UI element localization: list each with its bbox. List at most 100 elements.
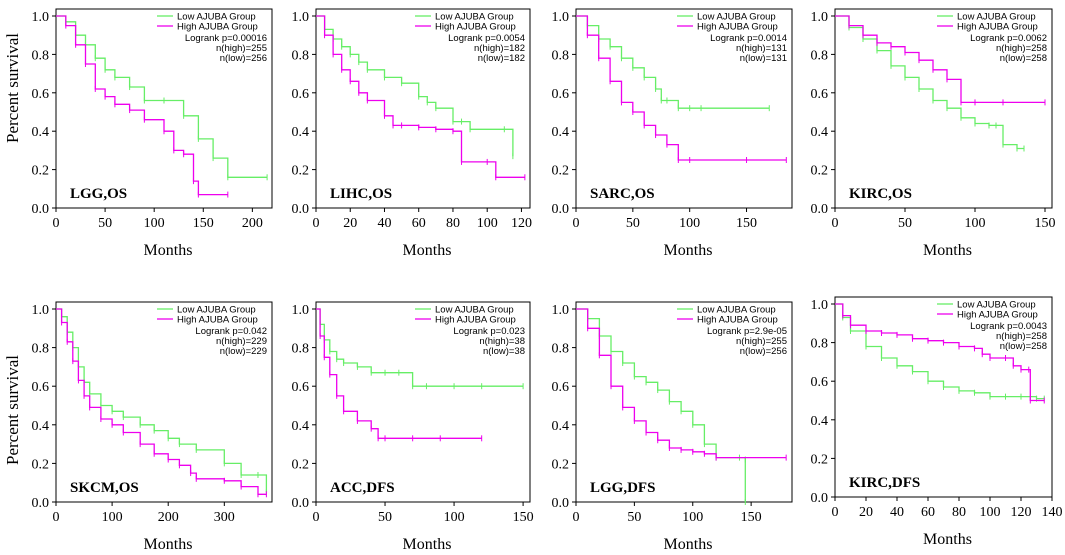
series-high-line — [56, 308, 267, 495]
x-tick-label: 150 — [193, 216, 214, 231]
logrank-p: Logrank p=0.0043 — [970, 321, 1047, 332]
x-tick-label: 0 — [573, 510, 580, 525]
y-tick-label: 0.4 — [292, 125, 310, 140]
n-high: n(high)=255 — [736, 336, 787, 347]
y-tick-label: 1.0 — [552, 303, 570, 318]
x-tick-label: 60 — [921, 505, 935, 520]
panel-label: SARC,OS — [590, 186, 655, 202]
panel-label: ACC,DFS — [330, 480, 395, 496]
n-low: n(low)=256 — [740, 346, 787, 357]
series-low-line — [56, 15, 268, 178]
panel-lgg-dfs: 0.0 0.2 0.4 0.6 0.8 1.0 0 50 100 150 Months Low AJU… — [552, 301, 793, 553]
logrank-p: Logrank p=0.0014 — [710, 33, 787, 44]
y-tick-label: 1.0 — [32, 10, 50, 25]
legend-label-high: High AJUBA Group — [435, 315, 516, 326]
legend-label-high: High AJUBA Group — [435, 22, 516, 33]
plot-frame — [55, 301, 273, 503]
legend-label-low: Low AJUBA Group — [697, 12, 776, 23]
x-tick-label: 120 — [511, 216, 532, 231]
n-low: n(low)=258 — [1000, 341, 1047, 352]
y-tick-label: 0.4 — [552, 125, 570, 140]
legend-label-low: Low AJUBA Group — [435, 12, 514, 23]
n-high: n(high)=255 — [216, 43, 267, 54]
x-axis-label: Months — [664, 536, 713, 553]
x-axis-label: Months — [664, 242, 713, 259]
x-tick-label: 0 — [53, 510, 60, 525]
legend-label-low: Low AJUBA Group — [435, 305, 514, 316]
y-tick-label: 0.6 — [552, 380, 570, 395]
x-tick-label: 100 — [682, 510, 703, 525]
n-low: n(low)=258 — [1000, 53, 1047, 64]
legend-label-high: High AJUBA Group — [177, 22, 258, 33]
x-tick-label: 300 — [214, 510, 235, 525]
legend-label-low: Low AJUBA Group — [957, 12, 1036, 23]
series-high-line — [576, 15, 787, 161]
legend-label-high: High AJUBA Group — [957, 22, 1038, 33]
logrank-p: Logrank p=0.0054 — [448, 33, 525, 44]
plot-frame — [834, 8, 1053, 209]
y-axis-label-bottom: Percent survival — [3, 355, 22, 465]
y-tick-label: 0.4 — [292, 419, 310, 434]
plot-frame — [315, 301, 531, 503]
y-tick-label: 0.0 — [552, 496, 570, 511]
y-tick-label: 0.6 — [32, 87, 50, 102]
y-tick-label: 1.0 — [32, 303, 50, 318]
y-tick-label: 0.8 — [292, 48, 310, 63]
y-tick-label: 0.0 — [32, 496, 50, 511]
plot-frame — [315, 8, 531, 209]
y-tick-label: 0.6 — [292, 380, 310, 395]
x-tick-label: 150 — [1035, 216, 1056, 231]
x-tick-label: 80 — [952, 505, 966, 520]
panel-skcm-os: 0.0 0.2 0.4 0.6 0.8 1.0 0 100 200 300 Months Low AJ… — [32, 301, 273, 553]
n-low: n(low)=256 — [220, 53, 267, 64]
x-tick-label: 80 — [446, 216, 460, 231]
series-high-line — [835, 15, 1045, 104]
y-tick-label: 0.4 — [32, 419, 50, 434]
y-axis-label-top: Percent survival — [3, 33, 22, 143]
x-tick-label: 140 — [1042, 505, 1063, 520]
y-tick-label: 0.6 — [292, 87, 310, 102]
plot-frame — [575, 301, 793, 503]
plot-frame — [55, 8, 273, 209]
x-tick-label: 20 — [859, 505, 873, 520]
y-tick-label: 0.2 — [811, 164, 829, 179]
x-tick-label: 0 — [832, 216, 839, 231]
y-tick-label: 0.2 — [552, 164, 570, 179]
legend-label-high: High AJUBA Group — [177, 315, 258, 326]
x-tick-label: 50 — [98, 216, 112, 231]
logrank-p: Logrank p=0.042 — [195, 326, 267, 337]
y-tick-label: 0.2 — [292, 164, 310, 179]
x-tick-label: 60 — [412, 216, 426, 231]
y-tick-label: 1.0 — [811, 298, 829, 313]
series-low-line — [835, 303, 1045, 400]
x-axis-label: Months — [144, 536, 193, 553]
x-tick-label: 50 — [898, 216, 912, 231]
y-tick-label: 0.6 — [32, 380, 50, 395]
n-high: n(high)=258 — [996, 43, 1047, 54]
panel-lihc-os: 0.0 0.2 0.4 0.6 0.8 1.0 0 20 40 60 80 100 120 Months L… — [292, 8, 532, 259]
x-tick-label: 50 — [378, 510, 392, 525]
panel-acc-dfs: 0.0 0.2 0.4 0.6 0.8 1.0 0 50 100 150 Months Low AJU… — [292, 301, 534, 553]
legend-label-high: High AJUBA Group — [697, 22, 778, 33]
series-high-line — [576, 308, 787, 459]
x-tick-label: 40 — [377, 216, 391, 231]
series-low-line — [576, 15, 770, 109]
panel-kirc-dfs: 0.0 0.2 0.4 0.6 0.8 1.0 0 20 40 60 80 100 120 140 Mont… — [811, 296, 1063, 548]
n-low: n(low)=38 — [483, 346, 525, 357]
y-tick-label: 0.8 — [811, 337, 829, 352]
x-tick-label: 150 — [513, 510, 534, 525]
y-tick-label: 0.8 — [552, 342, 570, 357]
n-low: n(low)=131 — [740, 53, 787, 64]
x-tick-label: 0 — [832, 505, 839, 520]
x-tick-label: 0 — [313, 216, 320, 231]
x-tick-label: 100 — [965, 216, 986, 231]
y-tick-label: 0.6 — [811, 87, 829, 102]
y-tick-label: 1.0 — [811, 10, 829, 25]
y-tick-label: 0.0 — [292, 202, 310, 217]
plot-frame — [834, 296, 1053, 498]
x-tick-label: 100 — [980, 505, 1001, 520]
x-tick-label: 200 — [242, 216, 263, 231]
panel-label: LIHC,OS — [330, 186, 392, 202]
y-tick-label: 0.0 — [292, 496, 310, 511]
n-low: n(low)=182 — [478, 53, 525, 64]
